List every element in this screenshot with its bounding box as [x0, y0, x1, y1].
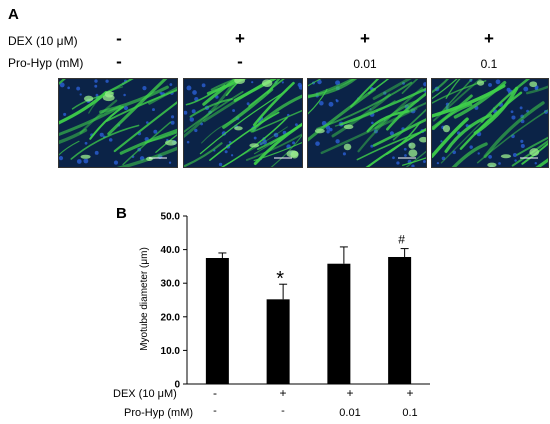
panel-b-letter: B [116, 205, 127, 222]
bar [205, 258, 229, 384]
panel-b-prohyp-label: Pro-Hyp (mM) [124, 407, 194, 419]
panel-b-prohyp-value-2: - [281, 405, 285, 417]
panel-a-letter: A [8, 6, 19, 23]
bar [266, 299, 290, 384]
bar [388, 256, 412, 384]
panel-a-prohyp-sign-2: - [237, 52, 243, 71]
panel-a-dex-sign-3: + [360, 29, 370, 48]
significance-marker: # [398, 233, 405, 247]
panel-a-prohyp-conc-4: 0.1 [480, 57, 498, 71]
y-tick-label: 10.0 [161, 346, 181, 357]
micrograph-1 [58, 78, 178, 168]
y-tick-label: 40.0 [161, 245, 181, 256]
panel-b-prohyp-value-3: 0.01 [339, 407, 361, 419]
panel-a-dex-sign-4: + [484, 29, 494, 48]
panel-a-dex-sign-1: - [116, 29, 122, 48]
panel-b-prohyp-value-1: - [213, 405, 217, 417]
panel-a-dex-label: DEX (10 μM) [8, 34, 78, 48]
bar [327, 263, 351, 384]
panel-b-dex-label: DEX (10 μM) [113, 388, 177, 400]
y-tick-label: 20.0 [161, 312, 181, 323]
micrograph-3 [307, 78, 427, 168]
micrograph-2 [183, 78, 303, 168]
panel-b-dex-sign-3: + [346, 386, 354, 400]
y-axis-label: Myotube diameter (μm) [139, 247, 150, 351]
panel-a-dex-sign-2: + [235, 29, 245, 48]
panel-b-dex-sign-2: + [279, 386, 287, 400]
panel-a-prohyp-conc-3: 0.01 [353, 57, 377, 71]
y-tick-label: 0 [174, 380, 180, 391]
panel-b-dex-sign-4: + [406, 386, 414, 400]
significance-marker: * [276, 268, 284, 290]
micrograph-4 [431, 78, 549, 168]
y-tick-label: 30.0 [161, 279, 181, 290]
y-tick-label: 50.0 [161, 212, 181, 223]
panel-b-dex-sign-1: - [213, 386, 217, 400]
panel-a-prohyp-label: Pro-Hyp (mM) [8, 56, 84, 70]
panel-a-prohyp-sign-1: - [116, 52, 122, 71]
panel-b-prohyp-value-4: 0.1 [402, 407, 418, 419]
